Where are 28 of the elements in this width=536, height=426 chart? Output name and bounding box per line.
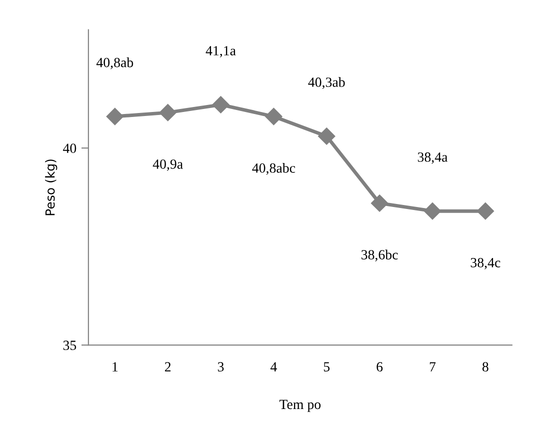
- data-label: 38,4c: [470, 258, 500, 270]
- point: [476, 202, 494, 220]
- x-tick-label: 5: [324, 362, 330, 372]
- data-label: 41,1a: [206, 46, 236, 58]
- data-label: 38,6bc: [362, 250, 398, 262]
- point: [159, 104, 176, 122]
- y-tick-label: 40: [63, 144, 76, 153]
- x-tick-label: 3: [218, 362, 224, 372]
- point: [265, 108, 282, 126]
- point: [212, 96, 230, 114]
- point: [106, 108, 124, 126]
- x-tick-label: 1: [112, 362, 118, 372]
- data-label: 40,8abc: [252, 162, 296, 175]
- x-axis-title: Tem po: [279, 400, 321, 412]
- x-tick-label: 8: [482, 362, 488, 372]
- data-label: 40,3ab: [308, 77, 345, 89]
- x-tick-label: 7: [430, 362, 436, 372]
- x-tick-label: 6: [376, 362, 383, 372]
- data-label: 38,4a: [418, 152, 448, 164]
- point: [424, 202, 442, 220]
- x-tick-label: 2: [164, 362, 171, 372]
- data-label: 40,9a: [152, 159, 183, 171]
- y-axis-title: Peso (kg): [45, 160, 58, 216]
- y-tick-label: 35: [63, 340, 76, 350]
- point: [318, 128, 336, 145]
- data-label: 40,8ab: [96, 57, 134, 70]
- x-tick-label: 4: [270, 362, 277, 372]
- point: [371, 194, 388, 212]
